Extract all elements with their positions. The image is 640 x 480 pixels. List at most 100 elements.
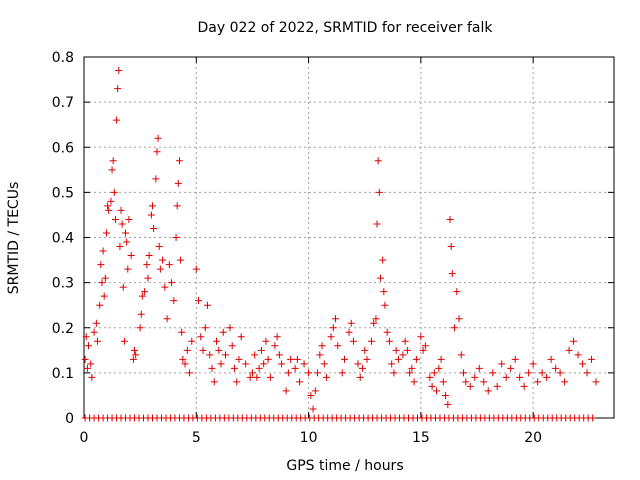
data-point bbox=[460, 369, 468, 377]
data-point bbox=[136, 324, 144, 332]
data-point bbox=[370, 319, 378, 327]
data-point bbox=[296, 378, 304, 386]
data-point bbox=[323, 373, 331, 381]
data-point bbox=[579, 360, 587, 368]
data-point bbox=[399, 351, 407, 359]
data-point bbox=[266, 373, 274, 381]
y-tick-label: 0.2 bbox=[52, 321, 74, 337]
data-point bbox=[356, 373, 364, 381]
data-point bbox=[248, 369, 256, 377]
data-point bbox=[341, 355, 349, 363]
data-point bbox=[175, 157, 183, 165]
data-point bbox=[451, 324, 459, 332]
grid bbox=[84, 57, 614, 418]
y-tick-label: 0.3 bbox=[52, 276, 74, 292]
data-point bbox=[226, 324, 234, 332]
data-point bbox=[388, 360, 396, 368]
data-point bbox=[534, 378, 542, 386]
data-point bbox=[237, 333, 245, 341]
data-point bbox=[516, 373, 524, 381]
data-point bbox=[457, 351, 465, 359]
data-point bbox=[332, 315, 340, 323]
data-point bbox=[161, 283, 169, 291]
data-point bbox=[347, 319, 355, 327]
data-point bbox=[309, 405, 317, 413]
data-point bbox=[96, 301, 104, 309]
data-point bbox=[345, 328, 353, 336]
data-point bbox=[246, 373, 254, 381]
data-point bbox=[300, 360, 308, 368]
data-point bbox=[117, 206, 125, 214]
data-point bbox=[230, 364, 238, 372]
data-point bbox=[410, 378, 418, 386]
data-point bbox=[453, 288, 461, 296]
data-point bbox=[381, 301, 389, 309]
x-tick-label: 10 bbox=[300, 430, 318, 446]
data-point bbox=[372, 315, 380, 323]
data-point bbox=[390, 369, 398, 377]
data-point bbox=[197, 333, 205, 341]
data-point bbox=[489, 369, 497, 377]
data-point bbox=[480, 378, 488, 386]
data-point bbox=[373, 220, 381, 228]
data-point bbox=[179, 355, 187, 363]
data-point bbox=[502, 373, 510, 381]
data-point bbox=[215, 346, 223, 354]
data-point bbox=[349, 337, 357, 345]
data-point bbox=[507, 364, 515, 372]
data-point bbox=[462, 378, 470, 386]
data-point bbox=[201, 324, 209, 332]
data-point bbox=[233, 378, 241, 386]
data-point bbox=[406, 369, 414, 377]
data-point bbox=[327, 333, 335, 341]
data-point bbox=[403, 346, 411, 354]
data-point bbox=[358, 364, 366, 372]
chart-title: Day 022 of 2022, SRMTID for receiver fal… bbox=[198, 20, 494, 36]
data-point bbox=[442, 391, 450, 399]
data-point bbox=[257, 346, 265, 354]
data-point bbox=[316, 351, 324, 359]
y-tick-label: 0.6 bbox=[52, 140, 74, 156]
data-point bbox=[192, 265, 200, 273]
data-point bbox=[219, 328, 227, 336]
data-point bbox=[284, 369, 292, 377]
data-point bbox=[93, 337, 101, 345]
data-point bbox=[116, 243, 124, 251]
data-point bbox=[253, 373, 261, 381]
data-point bbox=[138, 292, 146, 300]
data-point bbox=[380, 288, 388, 296]
data-point bbox=[154, 134, 162, 142]
data-point bbox=[114, 85, 122, 93]
data-point bbox=[498, 360, 506, 368]
data-point bbox=[178, 328, 186, 336]
data-point bbox=[305, 369, 313, 377]
data-point bbox=[466, 382, 474, 390]
data-point bbox=[275, 351, 283, 359]
data-point bbox=[278, 360, 286, 368]
data-point bbox=[273, 333, 281, 341]
data-point bbox=[511, 355, 519, 363]
data-point bbox=[221, 351, 229, 359]
data-point bbox=[235, 355, 243, 363]
data-point bbox=[376, 274, 384, 282]
data-point bbox=[437, 355, 445, 363]
data-point bbox=[177, 256, 185, 264]
data-point bbox=[589, 414, 597, 422]
data-point bbox=[271, 342, 279, 350]
data-point bbox=[123, 238, 131, 246]
data-point bbox=[394, 355, 402, 363]
data-point bbox=[141, 288, 149, 296]
data-point bbox=[242, 360, 250, 368]
data-point bbox=[156, 265, 164, 273]
data-point bbox=[188, 337, 196, 345]
data-point bbox=[264, 355, 272, 363]
data-point bbox=[320, 360, 328, 368]
data-point bbox=[525, 369, 533, 377]
data-point bbox=[210, 378, 218, 386]
data-points bbox=[81, 67, 600, 422]
data-point bbox=[570, 337, 578, 345]
data-point bbox=[287, 355, 295, 363]
data-point bbox=[262, 337, 270, 345]
data-point bbox=[204, 301, 212, 309]
